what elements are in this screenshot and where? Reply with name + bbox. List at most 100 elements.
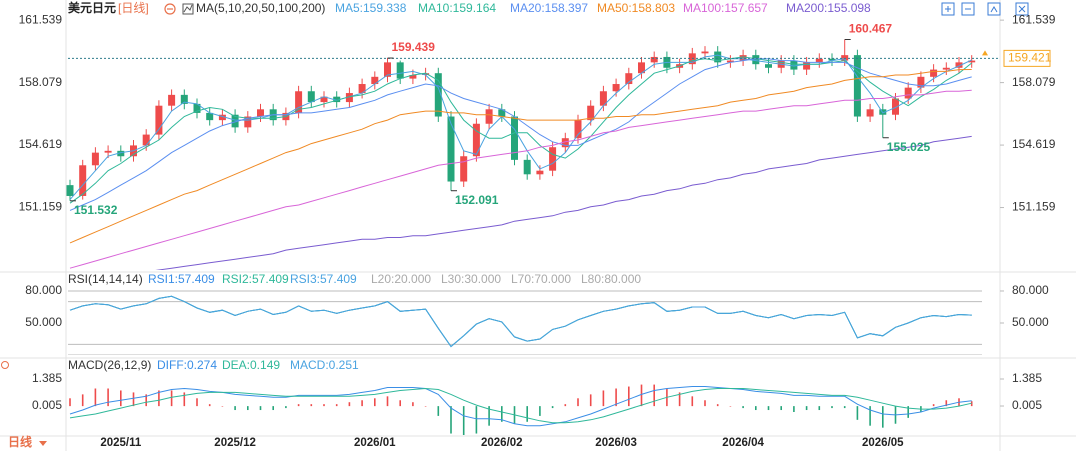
y-tick-label: 154.619 <box>19 137 63 151</box>
extreme-label: 160.467 <box>849 22 893 36</box>
macd-bar <box>310 404 313 407</box>
candle-body <box>511 116 518 160</box>
toolbar-button[interactable] <box>987 2 1001 16</box>
indicator-label: MA(5,10,20,50,100,200) <box>196 1 325 15</box>
macd-bar <box>145 394 147 407</box>
macd-bar <box>716 404 719 407</box>
macd-bar <box>462 406 465 435</box>
macd-bar <box>412 402 414 407</box>
candle-body <box>155 105 163 135</box>
candle-body <box>142 134 150 146</box>
candle-body <box>79 165 87 196</box>
legend-entry: MA50:158.803 <box>597 1 675 15</box>
series-line <box>69 69 972 244</box>
macd-bar <box>564 404 567 407</box>
y-tick-label: 151.159 <box>19 200 63 214</box>
instrument-title: 美元日元 <box>68 0 116 15</box>
macd-bar <box>132 392 135 407</box>
candle-body <box>345 93 353 103</box>
candle-body <box>91 152 99 166</box>
macd-bar <box>170 390 173 407</box>
extreme-label: 155.025 <box>887 140 931 154</box>
candle-body <box>917 76 925 88</box>
candle-body <box>625 73 633 85</box>
level-label: L70:70.000 <box>511 272 571 286</box>
macd-bar <box>932 404 935 407</box>
panel-plot <box>66 39 976 270</box>
settings-icon[interactable] <box>164 3 176 15</box>
candle-body <box>561 138 569 148</box>
candle-body <box>841 55 849 61</box>
legend-entry: MA20:158.397 <box>510 1 588 15</box>
macd-bar <box>285 406 287 409</box>
extreme-label: 152.091 <box>455 193 499 207</box>
panel-plot <box>68 290 982 355</box>
x-tick-label: 2026/05 <box>862 437 904 449</box>
candle-body <box>904 87 912 99</box>
macd-bar <box>539 406 541 416</box>
candle-body <box>218 114 226 121</box>
candle-body <box>396 62 404 79</box>
y-tick-label-right: 50.000 <box>1012 315 1049 329</box>
series-line <box>69 295 972 348</box>
panel-plot <box>69 384 973 435</box>
macd-bar <box>882 406 884 428</box>
macd-bar <box>196 398 198 407</box>
macd-bar <box>843 406 846 409</box>
period-label: [日线] <box>118 1 149 15</box>
candle-body <box>815 58 823 63</box>
legend-entry: RSI2:57.409 <box>222 272 289 286</box>
indicator-icon[interactable] <box>182 3 194 15</box>
macd-bar <box>691 396 694 407</box>
macd-bar <box>704 400 706 407</box>
legend-entry: RSI1:57.409 <box>148 272 215 286</box>
macd-bar <box>437 406 440 416</box>
candle-body <box>892 98 899 115</box>
candle-body <box>422 73 430 75</box>
macd-bar <box>424 406 427 407</box>
series-line <box>69 56 973 204</box>
toolbar <box>941 2 1029 16</box>
candle-body <box>536 170 544 175</box>
candle-body <box>384 62 391 77</box>
macd-bar <box>526 406 528 422</box>
macd-bar <box>577 398 579 407</box>
y-tick-label: 158.079 <box>19 75 63 89</box>
toolbar-button[interactable] <box>1015 2 1029 16</box>
candle-body <box>371 76 379 85</box>
y-tick-label-right: 158.079 <box>1012 75 1056 89</box>
y-tick-label-right: 154.619 <box>1012 137 1056 151</box>
y-tick-label: 161.539 <box>19 12 63 26</box>
macd-bar <box>94 388 97 407</box>
macd-bar <box>81 394 84 407</box>
macd-bar <box>755 406 757 411</box>
period-dropdown-arrow[interactable] <box>39 441 47 446</box>
candle-body <box>180 94 188 104</box>
candle-body <box>726 60 734 63</box>
macd-bar <box>628 386 630 407</box>
toolbar-button[interactable] <box>941 2 955 16</box>
macd-bar <box>323 404 325 407</box>
toolbar-button[interactable] <box>961 2 975 16</box>
macd-bar <box>450 406 452 434</box>
macd-bar <box>247 406 249 411</box>
candle-body <box>574 120 582 139</box>
candle-body <box>701 51 709 54</box>
macd-bar <box>869 406 871 426</box>
legend-entry: DIFF:0.274 <box>157 358 217 372</box>
macd-bar <box>297 404 300 407</box>
period-selector[interactable]: 日线 <box>8 434 32 449</box>
candle-body <box>193 103 201 113</box>
candle-body <box>587 105 595 121</box>
macd-bar <box>475 406 478 434</box>
panel-icon[interactable] <box>1 361 9 369</box>
legend-entry: MACD:0.251 <box>290 358 359 372</box>
macd-bar <box>107 388 109 407</box>
last-price-marker <box>982 50 988 56</box>
candle-body <box>803 62 811 70</box>
candle-body <box>612 84 620 92</box>
last-price-label: 159.421 <box>1008 51 1052 65</box>
candle-body <box>460 156 468 182</box>
candle-body <box>650 56 658 63</box>
